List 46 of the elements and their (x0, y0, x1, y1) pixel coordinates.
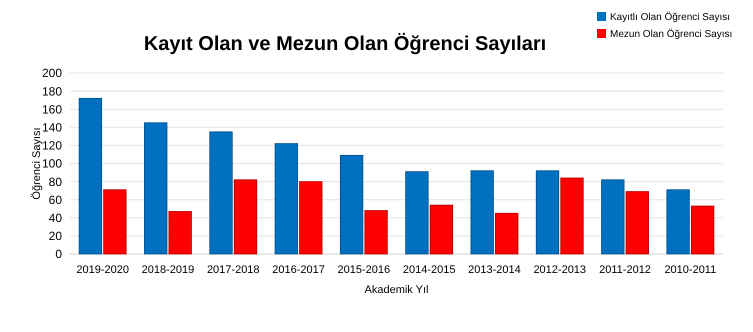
bar (274, 143, 298, 254)
x-axis-title: Akademik Yıl (364, 284, 428, 296)
bar (626, 191, 649, 254)
bar (495, 212, 518, 254)
x-tick-label: 2019-2020 (76, 264, 129, 276)
y-tick-label: 120 (42, 138, 62, 153)
bar (340, 154, 364, 254)
y-tick-label: 160 (42, 102, 62, 116)
bar (536, 170, 560, 254)
x-tick-label: 2011-2012 (599, 264, 651, 276)
x-tick-label: 2016-2017 (272, 264, 325, 276)
bar (690, 206, 714, 254)
bar (364, 210, 388, 254)
bar (299, 181, 322, 254)
x-tick-label: 2018-2019 (142, 264, 194, 276)
bar (430, 204, 454, 254)
x-tick-label: 2017-2018 (206, 264, 260, 276)
x-tick-label: 2015-2016 (338, 264, 390, 276)
y-tick-label: 140 (42, 120, 62, 134)
y-axis-title: Öğrenci Sayısı (30, 127, 43, 200)
y-tick-label: 80 (48, 174, 62, 189)
bar (234, 179, 258, 254)
bar (209, 131, 233, 254)
bar (78, 98, 102, 254)
y-tick-label: 60 (48, 192, 62, 207)
chart-title: Kayıt Olan ve Mezun Olan Öğrenci Sayıları (144, 32, 546, 55)
bar (103, 189, 127, 254)
y-tick-label: 100 (42, 156, 62, 171)
bar (601, 179, 624, 254)
bar (470, 170, 494, 254)
x-tick-label: 2014-2015 (402, 264, 456, 276)
bar (560, 178, 584, 254)
legend-label: Kayıtlı Olan Öğrenci Sayısı (610, 11, 730, 23)
y-tick-label: 40 (48, 211, 62, 225)
bar (168, 211, 192, 254)
bar (666, 189, 690, 254)
y-tick-label: 200 (42, 66, 62, 80)
y-tick-label: 0 (55, 247, 62, 262)
bar (405, 171, 429, 254)
x-tick-label: 2012-2013 (533, 264, 586, 276)
bar (144, 122, 168, 254)
x-tick-label: 2013-2014 (468, 264, 521, 276)
legend-label: Mezun Olan Öğrenci Sayısı (610, 28, 732, 40)
y-tick-label: 180 (42, 84, 62, 98)
y-tick-label: 20 (48, 229, 62, 244)
x-tick-label: 2010-2011 (664, 264, 716, 276)
